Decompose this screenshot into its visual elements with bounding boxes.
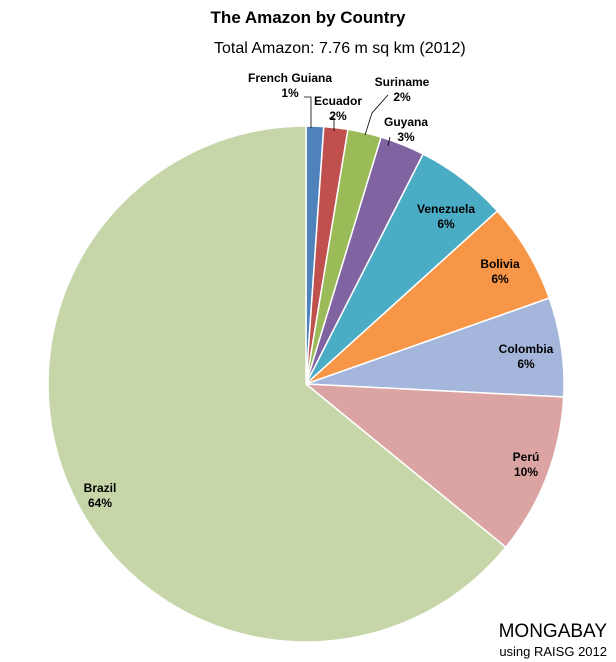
slice-label-ecuador: Ecuador 2% (314, 94, 362, 123)
pie-slices (47, 125, 565, 643)
slice-label-french-guiana: French Guiana 1% (248, 71, 332, 100)
slice-label-brazil: Brazil 64% (84, 481, 117, 510)
leader-line-ecuador (329, 117, 335, 131)
leader-line-suriname (364, 94, 389, 136)
credit-source: MONGABAY (498, 621, 607, 642)
leader-lines (304, 94, 391, 147)
slice-label-colombia: Colombia 6% (499, 342, 554, 371)
chart-title: The Amazon by Country (210, 8, 406, 27)
slice-label-peru: Perú 10% (513, 450, 540, 479)
leader-line-french-guiana (304, 96, 312, 128)
leader-line-guyana (387, 136, 391, 147)
slice-label-bolivia: Bolivia 6% (480, 257, 520, 286)
chart-subtitle: Total Amazon: 7.76 m sq km (2012) (214, 40, 466, 57)
slice-labels: French Guiana 1%Ecuador 2% Suriname 2% Guyana… (84, 71, 554, 510)
slice-brazil (47, 125, 507, 643)
slice-label-suriname: Suriname 2% (375, 75, 430, 104)
slice-peru (303, 383, 565, 549)
slice-label-guyana: Guyana 3% (384, 115, 428, 144)
credit-note: using RAISG 2012 (499, 644, 607, 659)
slice-label-venezuela: Venezuela 6% (417, 202, 475, 231)
